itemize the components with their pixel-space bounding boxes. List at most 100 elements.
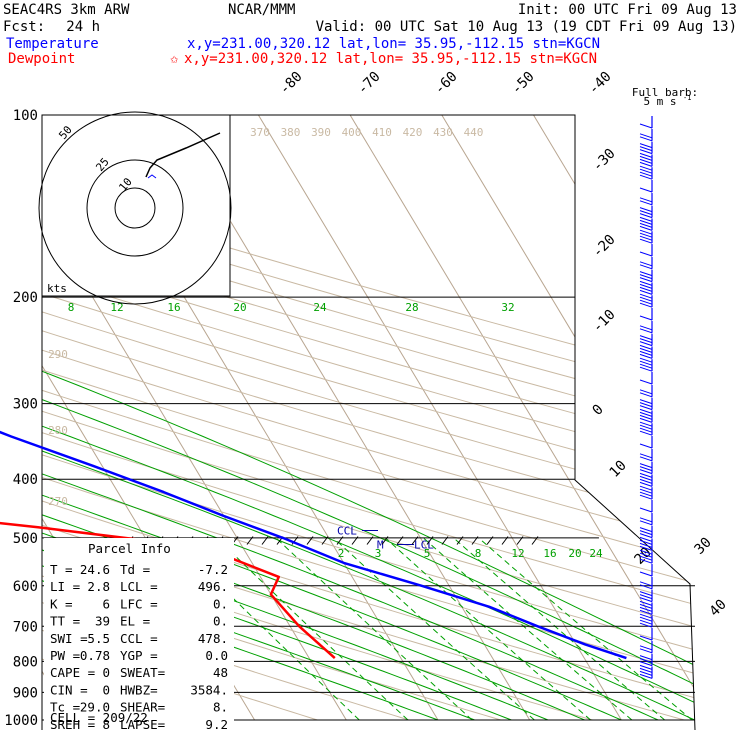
wind-barb-flag (639, 667, 653, 673)
wind-barb-flag (639, 222, 653, 228)
wind-barb-flag (639, 571, 653, 577)
parcel-param-value: 6 (102, 596, 110, 611)
dewpoint-legend: Dewpoint (8, 51, 75, 67)
parcel-param-label: Td = (120, 562, 150, 577)
wind-barb-flag (639, 673, 653, 679)
dry-adiabat-line (42, 115, 695, 721)
mixing-ratio-label: 20 (568, 547, 581, 560)
wind-barb-flag (639, 155, 653, 161)
parcel-param-value: 478. (198, 631, 228, 646)
parcel-param-value: 8 (102, 717, 110, 732)
parcel-param-value: 9.2 (205, 717, 228, 732)
wind-barb-flag (639, 619, 653, 625)
dry-adiabat-line (42, 115, 695, 721)
wind-barb-flag (639, 581, 653, 587)
wind-barb-flag (639, 328, 653, 334)
parcel-param-value: 0.0 (205, 648, 228, 663)
isotherm-line (533, 115, 695, 721)
wind-barb-flag (639, 229, 653, 235)
wind-barb-flag (639, 213, 653, 219)
cloud-tick (321, 536, 329, 545)
parcel-param-label: LI = (50, 579, 80, 594)
parcel-param-label: SHEAR= (120, 700, 165, 715)
wind-barb-flag (639, 475, 653, 481)
parcel-param-value: 3584. (190, 682, 228, 697)
wind-barb-flag (639, 472, 653, 478)
pressure-tick-label: 300 (13, 397, 38, 413)
pressure-tick-label: 100 (13, 108, 38, 124)
wind-barb-flag (639, 335, 653, 341)
wind-barb-flag (639, 549, 653, 555)
mixing-ratio-label: 2 (338, 547, 345, 560)
wind-barb-flag (639, 536, 653, 542)
wind-barb-flag (639, 427, 653, 433)
parcel-param-value: 0 (102, 682, 110, 697)
diagram-background (42, 115, 695, 721)
hodograph-ring (38, 111, 232, 305)
parcel-param-label: HWBZ= (120, 682, 158, 697)
wind-barb-flag (639, 469, 653, 475)
parcel-param-value: 48 (213, 665, 228, 680)
wind-barb-flag (639, 277, 653, 283)
parcel-panel-bg (44, 538, 234, 728)
parcel-param-value: 0. (213, 596, 228, 611)
cloud-tick (531, 536, 539, 545)
theta-tick-label: 370 (250, 126, 270, 139)
isotherm-tick-label: -30 (590, 146, 619, 175)
pressure-tick-label: 600 (13, 579, 38, 595)
wind-barb-flag (639, 315, 653, 321)
theta-side-label: 280 (48, 424, 68, 437)
parcel-info-panel: Parcel Info T = 24.6 Td = -7.2 LI = 2.8 LCL = 49… (44, 538, 234, 732)
wind-barb-flag (639, 622, 653, 628)
parcel-param-value: 8. (213, 700, 228, 715)
wind-barb-flag (639, 558, 653, 564)
wind-barb-flag (639, 600, 653, 606)
wind-barb-flag (639, 325, 653, 331)
wind-barb-flag (639, 494, 653, 500)
isotherm-tick-label: 10 (607, 458, 630, 481)
pressure-tick-label: 800 (13, 654, 38, 670)
mixing-ratio-label: 3 (375, 547, 382, 560)
hodograph-unit-label: kts (47, 282, 67, 295)
mixing-ratio-label: 12 (110, 301, 123, 314)
isotherm-line (441, 115, 695, 721)
wind-barb-flag (639, 289, 653, 295)
wind-barb-flag (639, 555, 653, 561)
wind-barb-flag (639, 491, 653, 497)
parcel-cell: CELL = 209/22 (50, 710, 148, 725)
theta-tick-label: 410 (372, 126, 392, 139)
dry-adiabat-line (42, 115, 695, 721)
m-marker: M (377, 538, 384, 551)
mixing-ratio-label: 8 (475, 547, 482, 560)
wind-barb-flag (639, 655, 653, 661)
wind-barb-flag (639, 478, 653, 484)
wind-barb-flag (639, 149, 653, 155)
theta-tick-label: 430 (433, 126, 453, 139)
wind-barb-flag (639, 613, 653, 619)
wind-barb-flag (639, 283, 653, 289)
wind-barb-flag (639, 645, 653, 651)
wind-barb-flag (639, 286, 653, 292)
wind-barb-flag (639, 527, 653, 533)
theta-tick-label: 380 (281, 126, 301, 139)
dry-adiabat-line (42, 115, 695, 721)
dry-adiabat-line (42, 115, 695, 721)
theta-tick-label: 400 (342, 126, 362, 139)
isotherm-tick-label: 20 (632, 545, 655, 568)
dry-adiabat-line (42, 115, 695, 721)
wind-barb-flag (639, 670, 653, 676)
parcel-param-value: 5.5 (87, 631, 110, 646)
cloud-tick (471, 536, 479, 545)
theta-tick-label: 420 (403, 126, 423, 139)
dry-adiabat-line (42, 115, 695, 721)
wind-barb-flag (639, 207, 653, 213)
isotherm-tick-label: -20 (590, 232, 619, 261)
isotherm-tick-label: -50 (509, 69, 538, 98)
hodograph-ring (86, 159, 184, 257)
parcel-param-label: PW = (50, 648, 80, 663)
wind-barb-flag (639, 594, 653, 600)
cloud-tick (306, 536, 314, 545)
wind-barb-flag (639, 488, 653, 494)
wind-barb-flag (639, 200, 653, 206)
cloud-tick (351, 536, 359, 545)
